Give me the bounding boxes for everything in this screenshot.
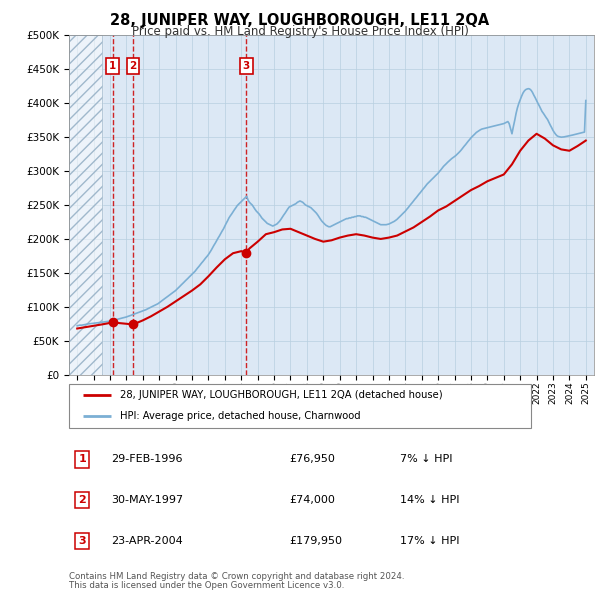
Text: 30-MAY-1997: 30-MAY-1997	[111, 495, 183, 505]
Text: £179,950: £179,950	[290, 536, 343, 546]
Text: HPI: Average price, detached house, Charnwood: HPI: Average price, detached house, Char…	[120, 411, 361, 421]
Text: 14% ↓ HPI: 14% ↓ HPI	[400, 495, 459, 505]
Text: 2: 2	[130, 61, 137, 71]
Bar	[69, 35, 102, 375]
Text: 1: 1	[78, 454, 86, 464]
Text: Contains HM Land Registry data © Crown copyright and database right 2024.: Contains HM Land Registry data © Crown c…	[69, 572, 404, 581]
Text: 23-APR-2004: 23-APR-2004	[111, 536, 183, 546]
Text: 28, JUNIPER WAY, LOUGHBOROUGH, LE11 2QA (detached house): 28, JUNIPER WAY, LOUGHBOROUGH, LE11 2QA …	[120, 391, 442, 401]
Text: 7% ↓ HPI: 7% ↓ HPI	[400, 454, 452, 464]
Text: 17% ↓ HPI: 17% ↓ HPI	[400, 536, 459, 546]
Bar	[69, 35, 102, 375]
Text: 2: 2	[78, 495, 86, 505]
Text: 29-FEB-1996: 29-FEB-1996	[111, 454, 182, 464]
Text: 28, JUNIPER WAY, LOUGHBOROUGH, LE11 2QA: 28, JUNIPER WAY, LOUGHBOROUGH, LE11 2QA	[110, 13, 490, 28]
Text: £74,000: £74,000	[290, 495, 335, 505]
Text: 1: 1	[109, 61, 116, 71]
Text: 3: 3	[79, 536, 86, 546]
Text: 3: 3	[243, 61, 250, 71]
Text: £76,950: £76,950	[290, 454, 335, 464]
Text: This data is licensed under the Open Government Licence v3.0.: This data is licensed under the Open Gov…	[69, 581, 344, 590]
Text: Price paid vs. HM Land Registry's House Price Index (HPI): Price paid vs. HM Land Registry's House …	[131, 25, 469, 38]
FancyBboxPatch shape	[69, 384, 531, 428]
